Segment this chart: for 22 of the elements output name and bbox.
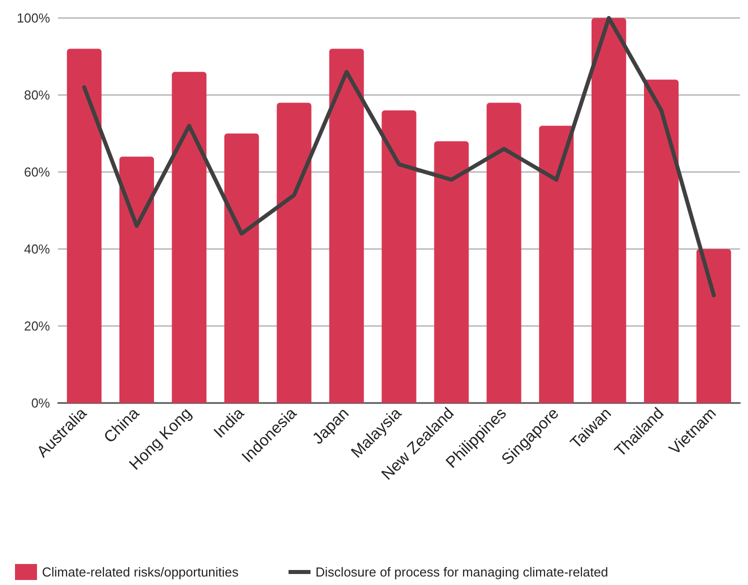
y-tick-label: 100% [16,10,50,26]
legend-label: Disclosure of process for managing climate-related [316,564,608,580]
legend-label: Climate-related risks/opportunities [42,564,240,580]
bar [434,141,469,403]
bar [66,48,102,403]
bar [276,102,312,403]
bar [592,18,626,403]
y-tick-label: 0% [31,396,50,410]
line-series [82,16,716,298]
bar [696,249,732,403]
bar [224,134,259,403]
bar [486,102,522,403]
y-tick-label: 40% [24,242,50,256]
bar [119,156,154,403]
bar [329,48,364,403]
bar [539,126,574,403]
bar [644,80,679,403]
bar [172,72,206,403]
y-tick-label: 80% [24,88,50,102]
bar [382,110,416,403]
y-tick-label: 60% [24,164,50,180]
y-tick-label: 20% [24,318,50,334]
